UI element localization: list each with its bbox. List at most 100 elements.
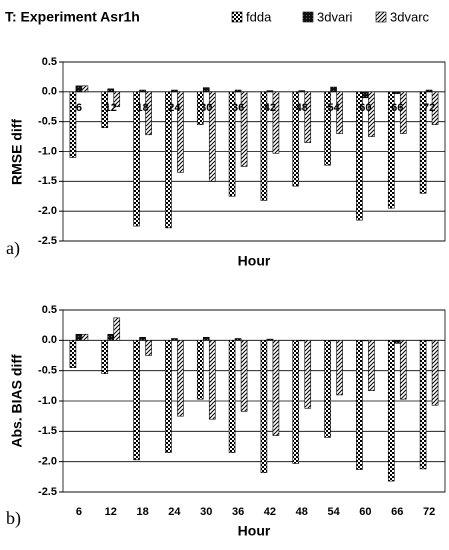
x-tick-label: 24 — [168, 102, 181, 114]
x-tick-label: 36 — [232, 102, 244, 114]
x-tick-label: 54 — [327, 506, 340, 518]
bar — [387, 340, 395, 482]
bar — [202, 87, 210, 93]
x-tick-label: 12 — [105, 102, 117, 114]
bar — [101, 91, 109, 128]
bar — [113, 317, 121, 341]
bar — [196, 91, 204, 125]
x-axis-title: Hour — [238, 523, 271, 539]
bar — [202, 336, 210, 341]
bar — [196, 340, 204, 400]
bar — [399, 91, 407, 134]
bar — [272, 91, 280, 154]
bar — [260, 340, 268, 473]
x-tick-label: 48 — [296, 102, 308, 114]
bar — [107, 333, 115, 341]
y-tick-label: -0.5 — [38, 116, 57, 128]
x-tick-label: 66 — [391, 102, 403, 114]
y-tick-label: -1.0 — [38, 145, 57, 157]
x-tick-label: 6 — [76, 102, 82, 114]
x-tick-label: 60 — [359, 102, 371, 114]
bar — [292, 91, 300, 187]
x-tick-label: 66 — [391, 506, 403, 518]
bar — [145, 340, 152, 356]
bar — [69, 340, 77, 368]
legend-swatch — [302, 11, 314, 23]
legend-label: 3dvari — [317, 9, 353, 24]
bar — [266, 90, 274, 93]
bar — [234, 89, 242, 93]
bar — [81, 333, 89, 341]
bar — [75, 333, 83, 341]
bar — [133, 340, 140, 461]
bar — [419, 340, 427, 470]
bar — [139, 336, 146, 341]
bar — [260, 91, 268, 201]
chart-title: T: Experiment Asr1h — [5, 9, 140, 25]
x-tick-label: 30 — [200, 102, 212, 114]
y-tick-label: -2.5 — [38, 486, 57, 498]
bar — [399, 340, 407, 400]
bar — [177, 340, 184, 417]
bar — [425, 89, 433, 93]
bar — [298, 90, 306, 93]
y-tick-label: 0.5 — [42, 304, 57, 316]
y-tick-label: -2.0 — [38, 456, 57, 468]
bar — [75, 85, 83, 93]
bar — [145, 91, 152, 136]
bar — [368, 91, 375, 137]
bar — [81, 85, 89, 93]
x-tick-label: 42 — [264, 506, 276, 518]
x-tick-label: 54 — [327, 102, 340, 114]
y-tick-label: -0.5 — [38, 365, 57, 377]
bar — [165, 91, 172, 229]
bar — [304, 91, 312, 143]
y-tick-label: -1.5 — [38, 175, 57, 187]
bar — [431, 91, 439, 125]
x-tick-label: 42 — [264, 102, 276, 114]
x-tick-label: 60 — [359, 506, 371, 518]
bar — [171, 89, 178, 93]
y-tick-label: 0.5 — [42, 56, 57, 68]
panel-label: a) — [6, 238, 20, 259]
legend-swatch — [375, 11, 387, 23]
bar — [69, 91, 77, 158]
legend-swatch — [231, 11, 243, 23]
bar — [356, 91, 363, 221]
bar — [304, 340, 312, 409]
bar — [330, 86, 337, 93]
y-tick-label: -1.0 — [38, 395, 57, 407]
bar — [292, 340, 300, 464]
y-tick-label: -2.5 — [38, 235, 57, 247]
y-axis-title: Abs. BIAS diff — [9, 354, 25, 448]
legend-label: fdda — [246, 9, 272, 24]
bar — [107, 88, 115, 93]
bar — [165, 340, 172, 453]
bar — [298, 340, 306, 342]
y-tick-label: -1.5 — [38, 425, 57, 437]
bar — [368, 340, 375, 391]
bar — [234, 338, 242, 341]
x-tick-label: 30 — [200, 506, 212, 518]
x-tick-label: 24 — [168, 506, 181, 518]
bar — [330, 340, 337, 342]
bar — [324, 91, 331, 166]
bar — [393, 340, 401, 344]
bar — [113, 91, 121, 108]
bar — [336, 91, 343, 134]
bar — [336, 340, 343, 396]
bar — [324, 340, 331, 438]
bar — [133, 91, 140, 227]
x-tick-label: 48 — [296, 506, 308, 518]
bar — [208, 340, 216, 420]
y-tick-label: -2.0 — [38, 205, 57, 217]
y-tick-label: 0.0 — [42, 334, 57, 346]
y-axis-title: RMSE diff — [9, 119, 25, 185]
x-tick-label: 72 — [423, 506, 435, 518]
x-tick-label: 18 — [136, 506, 148, 518]
x-tick-label: 72 — [423, 102, 435, 114]
bar — [240, 340, 248, 412]
x-tick-label: 12 — [105, 506, 117, 518]
bar — [139, 89, 146, 93]
